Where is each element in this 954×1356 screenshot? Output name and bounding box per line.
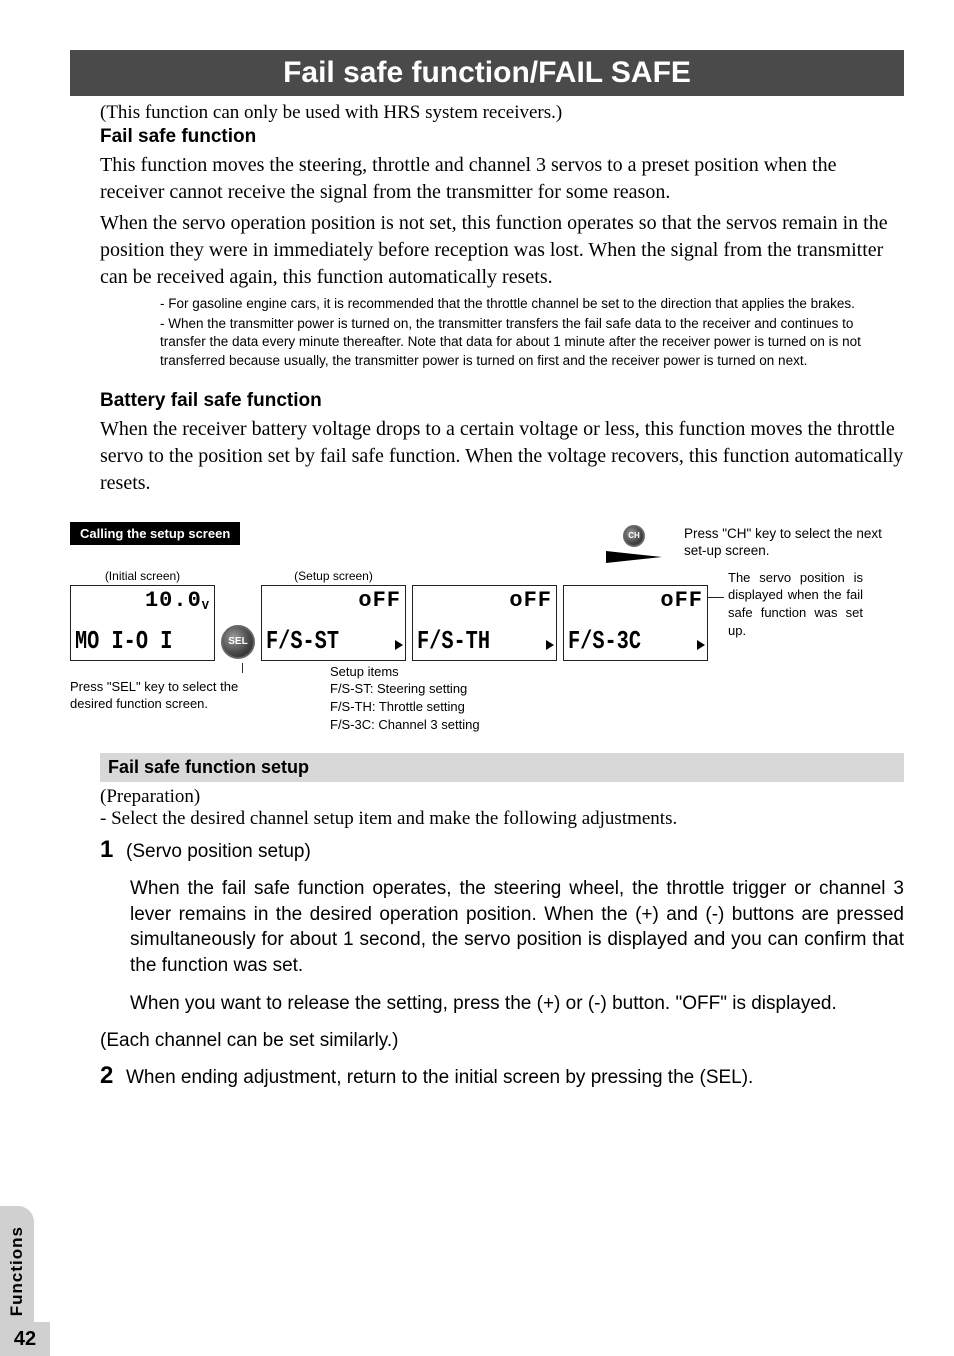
setup-caption: (Setup screen): [294, 569, 373, 583]
step-2-text: When ending adjustment, return to the in…: [126, 1067, 753, 1089]
setup-item-th: F/S-TH: Throttle setting: [330, 698, 480, 716]
section-battery-head: Battery fail safe function: [100, 390, 904, 412]
initial-caption: (Initial screen): [105, 569, 180, 583]
step-1-head: (Servo position setup): [126, 841, 311, 863]
setup-items-title: Setup items: [330, 663, 480, 681]
step-1-body-1: When the fail safe function operates, th…: [130, 876, 904, 979]
blank-caption-1: [483, 569, 486, 583]
th-label: F/S-TH: [417, 628, 522, 654]
blank-caption-2: [634, 569, 637, 583]
triangle-icon: [546, 640, 554, 650]
ch-key-wrap: CH: [602, 525, 666, 563]
calling-row: Calling the setup screen CH Press "CH" k…: [70, 525, 904, 563]
setup-items-block: Setup items F/S-ST: Steering setting F/S…: [330, 663, 480, 733]
page-title-banner: Fail safe function/FAIL SAFE: [70, 50, 904, 96]
ch-note: Press "CH" key to select the next set-up…: [684, 525, 904, 560]
th-lcd: oFF F/S-TH: [412, 585, 557, 661]
triangle-icon: [697, 640, 705, 650]
dash-connector: [708, 597, 724, 598]
setup-banner: Fail safe function setup: [100, 753, 904, 782]
preparation-line: - Select the desired channel setup item …: [100, 808, 904, 830]
triangle-icon: [395, 640, 403, 650]
step-2-number: 2: [100, 1062, 118, 1090]
section-battery-p1: When the receiver battery voltage drops …: [100, 416, 904, 497]
step-1-body-2: When you want to release the setting, pr…: [130, 991, 904, 1017]
st-off: oFF: [266, 590, 401, 616]
step-1-row: 1 (Servo position setup): [100, 836, 904, 864]
c3-lcd: oFF F/S-3C: [563, 585, 708, 661]
st-lcd: oFF F/S-ST: [261, 585, 406, 661]
sel-key-wrap: SEL: [215, 569, 261, 659]
page-number: 42: [0, 1322, 50, 1356]
initial-lcd: 10.0 MO I-O I: [70, 585, 215, 661]
setup-screen-col-th: oFF F/S-TH: [412, 569, 557, 661]
setup-item-3c: F/S-3C: Channel 3 setting: [330, 716, 480, 734]
receiver-note: (This function can only be used with HRS…: [100, 102, 904, 124]
side-tab-label: Functions: [7, 1226, 27, 1316]
setup-screen-col-3c: oFF F/S-3C: [563, 569, 708, 661]
calling-badge: Calling the setup screen: [70, 522, 240, 545]
ch-button[interactable]: CH: [623, 525, 645, 547]
initial-screen-col: (Initial screen) 10.0 MO I-O I: [70, 569, 215, 661]
gas-note: - For gasoline engine cars, it is recomm…: [160, 295, 864, 313]
setup-screen-col-st: (Setup screen) oFF F/S-ST: [261, 569, 406, 661]
section-failsafe-head: Fail safe function: [100, 126, 904, 148]
servo-position-note: The servo position is displayed when the…: [728, 569, 863, 639]
initial-mode: MO I-O I: [75, 628, 180, 654]
sel-button[interactable]: SEL: [221, 625, 255, 659]
c3-off: oFF: [568, 590, 703, 616]
st-label: F/S-ST: [266, 628, 371, 654]
step-2-row: 2 When ending adjustment, return to the …: [100, 1062, 904, 1090]
sel-caption: Press "SEL" key to select the desired fu…: [70, 679, 260, 713]
section-failsafe-p2: When the servo operation position is not…: [100, 210, 904, 291]
step-1-number: 1: [100, 836, 118, 864]
th-off: oFF: [417, 590, 552, 616]
transfer-note: - When the transmitter power is turned o…: [160, 315, 864, 370]
setup-item-st: F/S-ST: Steering setting: [330, 680, 480, 698]
arrow-icon: [606, 551, 662, 563]
initial-voltage: 10.0: [75, 590, 210, 616]
c3-label: F/S-3C: [568, 628, 673, 654]
section-failsafe-p1: This function moves the steering, thrott…: [100, 152, 904, 206]
preparation-label: (Preparation): [100, 786, 904, 808]
side-tab: Functions: [0, 1206, 34, 1336]
screens-row: (Initial screen) 10.0 MO I-O I SEL (Setu…: [70, 569, 904, 661]
each-channel-note: (Each channel can be set similarly.): [100, 1030, 904, 1052]
